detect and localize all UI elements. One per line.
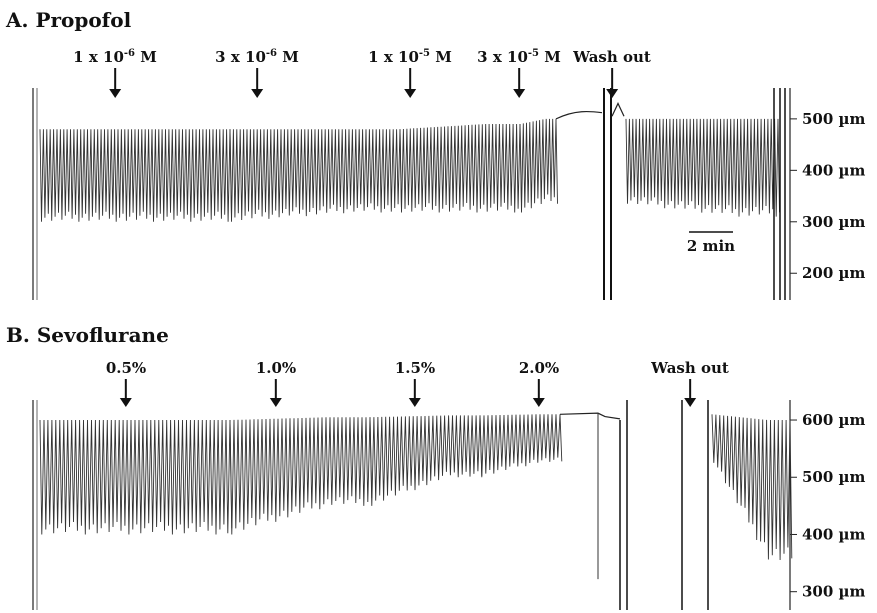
down-arrow-icon [408, 379, 421, 407]
trace-line [229, 129, 402, 222]
trace-line [369, 415, 483, 506]
down-arrow-icon [684, 379, 696, 407]
down-arrow-icon [606, 68, 618, 98]
trace-segment-3 [369, 415, 483, 506]
down-arrow-icon [269, 379, 282, 407]
marker-a-4: 3 x 10-5 M [477, 48, 561, 98]
trace-segment-2 [229, 417, 373, 535]
trace-line [39, 129, 232, 222]
y-tick-label: 500 µm [802, 110, 866, 128]
trace-line [479, 414, 563, 478]
marker-label: 2.0% [518, 359, 560, 377]
plateau-line [559, 412, 621, 420]
trace-line [229, 417, 373, 535]
marker-a-1: 1 x 10-6 M [73, 48, 157, 98]
marker-a-5: Wash out [573, 48, 651, 98]
trace-segment-5 [711, 414, 793, 561]
trace-segment-1 [39, 419, 233, 535]
marker-b-3: 1.5% [394, 359, 436, 407]
panel-b-title: B. Sevoflurane [6, 323, 169, 347]
trace-line [399, 123, 522, 213]
marker-label: Wash out [651, 359, 729, 377]
marker-label: 3 x 10-5 M [477, 48, 561, 66]
trace-segment-2 [229, 129, 402, 222]
y-tick-label: 600 µm [802, 411, 866, 429]
y-tick-label: 300 µm [802, 583, 866, 601]
marker-b-5: Wash out [651, 359, 729, 407]
trace-segment-1 [39, 129, 232, 222]
marker-a-3: 1 x 10-5 M [368, 48, 452, 98]
trace-segment-4 [479, 414, 563, 478]
trace-segment-4 [519, 118, 558, 213]
scale-bar-label: 2 min [687, 237, 735, 255]
marker-label: 1.5% [394, 359, 436, 377]
washout-spike [611, 102, 625, 117]
marker-label: 1 x 10-6 M [73, 48, 157, 66]
trace-segment-3 [399, 123, 522, 213]
y-tick-label: 500 µm [802, 468, 866, 486]
y-tick-label: 200 µm [802, 264, 866, 282]
down-arrow-icon [532, 379, 545, 407]
marker-label: 1 x 10-5 M [368, 48, 452, 66]
down-arrow-icon [403, 68, 416, 98]
propofol-trace-chart: 500 µm 400 µm 300 µm 200 µm 2 min [32, 88, 866, 300]
marker-b-4: 2.0% [518, 359, 560, 407]
marker-b-2: 1.0% [255, 359, 297, 407]
marker-label: 1.0% [255, 359, 297, 377]
trace-segment-5 [625, 118, 780, 217]
down-arrow-icon [512, 68, 525, 98]
y-tick-label: 300 µm [802, 213, 866, 231]
trace-line [39, 419, 233, 535]
trace-line [711, 414, 793, 561]
y-tick-label: 400 µm [802, 161, 866, 179]
marker-label: 0.5% [105, 359, 147, 377]
marker-a-2: 3 x 10-6 M [215, 48, 299, 98]
sevoflurane-trace-chart: 600 µm 500 µm 400 µm 300 µm [32, 400, 866, 610]
down-arrow-icon [250, 68, 263, 98]
trace-line [625, 118, 780, 217]
trace-line [519, 118, 558, 213]
down-arrow-icon [119, 379, 132, 407]
down-arrow-icon [108, 68, 121, 98]
marker-label: Wash out [573, 48, 651, 66]
marker-label: 3 x 10-6 M [215, 48, 299, 66]
marker-b-1: 0.5% [105, 359, 147, 407]
y-tick-label: 400 µm [802, 525, 866, 543]
plateau-line [555, 110, 603, 120]
panel-a-title: A. Propofol [6, 8, 132, 32]
